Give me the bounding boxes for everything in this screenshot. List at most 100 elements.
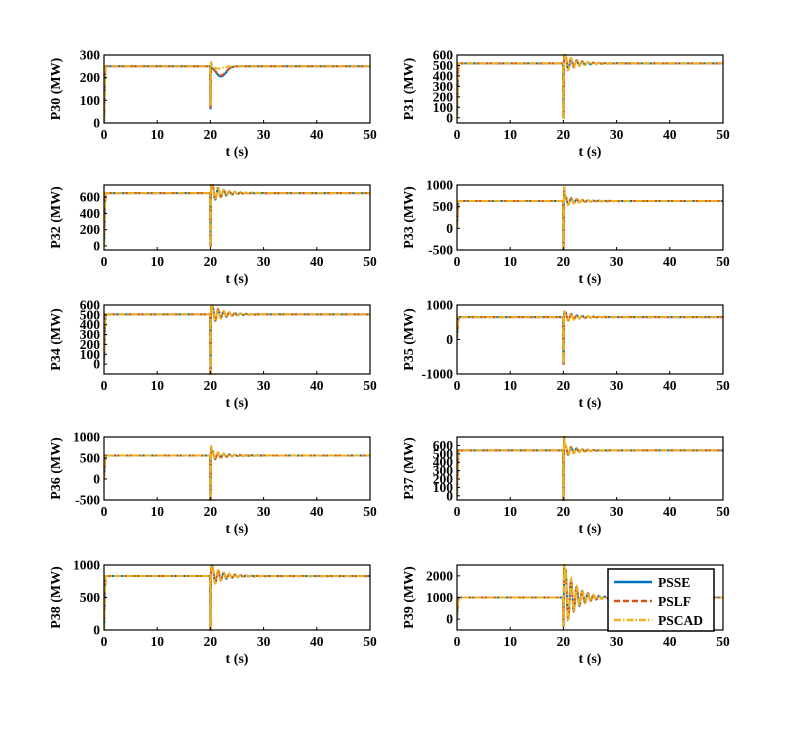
axes-box [456, 304, 724, 375]
x-tick-label: 50 [363, 378, 377, 393]
y-tick-label: 200 [433, 89, 454, 104]
x-tick-label: 40 [663, 254, 677, 269]
x-tick-label: 50 [716, 378, 730, 393]
y-tick-label: 200 [433, 472, 454, 487]
y-axis-label: P38 (MW) [49, 566, 64, 629]
y-tick-label: 100 [433, 480, 454, 495]
axes-box [103, 184, 371, 251]
x-tick-label: 10 [503, 378, 517, 393]
y-tick-label: 500 [433, 446, 454, 461]
series-line-pscad [457, 310, 723, 365]
x-tick-label: 10 [503, 254, 517, 269]
axes-box [456, 54, 724, 124]
y-tick-label: 500 [433, 58, 454, 73]
x-tick-label: 40 [663, 127, 677, 142]
x-tick-label: 10 [503, 504, 517, 519]
x-tick-label: 50 [716, 254, 730, 269]
x-tick-label: 20 [204, 254, 218, 269]
y-tick-label: 200 [80, 222, 101, 237]
x-tick-label: 20 [557, 504, 571, 519]
y-tick-label: 600 [433, 438, 454, 453]
y-tick-label: 100 [80, 93, 101, 108]
x-tick-label: 40 [310, 127, 324, 142]
y-tick-label: 500 [80, 307, 101, 322]
y-tick-label: 1000 [73, 558, 100, 573]
series-group [457, 310, 723, 365]
x-tick-label: 20 [204, 504, 218, 519]
series-line-pscad [104, 445, 370, 501]
y-tick-label: 200 [80, 337, 101, 352]
y-tick-label: 1000 [73, 430, 100, 445]
series-group [457, 186, 723, 250]
y-tick-label: 100 [433, 100, 454, 115]
x-axis-label: t (s) [579, 652, 602, 667]
x-tick-label: 10 [150, 634, 164, 649]
x-tick-label: 50 [363, 254, 377, 269]
series-line-psse [457, 310, 723, 365]
series-line-pscad [104, 61, 370, 124]
y-tick-label: 100 [80, 347, 101, 362]
series-line-pslf [104, 62, 370, 124]
series-group [457, 436, 723, 501]
x-tick-label: 30 [257, 254, 271, 269]
y-tick-label: 1000 [426, 178, 453, 193]
series-line-pslf [104, 184, 370, 247]
x-tick-label: 0 [454, 504, 461, 519]
x-tick-label: 40 [310, 254, 324, 269]
x-tick-label: 30 [257, 127, 271, 142]
legend-label-psse: PSSE [658, 575, 690, 590]
axes-box [456, 184, 724, 251]
axes-box [103, 54, 371, 124]
x-tick-label: 30 [610, 634, 624, 649]
series-line-pscad [104, 184, 370, 247]
axes-box [103, 304, 371, 375]
x-tick-label: 30 [610, 254, 624, 269]
y-tick-label: 0 [446, 612, 453, 627]
y-tick-label: 300 [80, 48, 101, 63]
series-line-pscad [104, 304, 370, 375]
axes-box [456, 436, 724, 501]
x-tick-label: 0 [454, 378, 461, 393]
series-line-psse [457, 187, 723, 250]
x-tick-label: 40 [663, 634, 677, 649]
x-tick-label: 50 [363, 504, 377, 519]
x-tick-label: 40 [310, 504, 324, 519]
series-line-psse [104, 62, 370, 124]
series-group [457, 54, 723, 119]
x-tick-label: 20 [557, 254, 571, 269]
x-tick-label: 20 [204, 378, 218, 393]
x-tick-label: 10 [150, 254, 164, 269]
y-axis-label: P31 (MW) [402, 57, 417, 120]
x-tick-label: 0 [454, 634, 461, 649]
series-group [104, 184, 370, 247]
y-tick-label: 1000 [426, 298, 453, 313]
x-tick-label: 30 [257, 378, 271, 393]
x-tick-label: 0 [101, 504, 108, 519]
y-axis-label: P37 (MW) [402, 437, 417, 500]
y-tick-label: 300 [80, 327, 101, 342]
y-tick-label: 500 [80, 590, 101, 605]
y-tick-label: -500 [75, 493, 100, 508]
y-tick-label: 300 [433, 463, 454, 478]
series-line-psse [457, 54, 723, 119]
y-tick-label: 500 [433, 199, 454, 214]
y-tick-label: 0 [93, 357, 100, 372]
y-tick-label: 1000 [426, 590, 453, 605]
series-line-pscad [104, 564, 370, 631]
y-tick-label: 0 [93, 623, 100, 638]
x-tick-label: 40 [663, 504, 677, 519]
x-tick-label: 20 [204, 127, 218, 142]
series-group [104, 564, 370, 631]
y-tick-label: 0 [93, 238, 100, 253]
x-axis-label: t (s) [226, 145, 249, 160]
y-axis-label: P30 (MW) [49, 57, 64, 120]
y-tick-label: -1000 [422, 367, 454, 382]
x-axis-label: t (s) [226, 522, 249, 537]
series-line-pscad [457, 54, 723, 119]
y-tick-label: 400 [80, 317, 101, 332]
